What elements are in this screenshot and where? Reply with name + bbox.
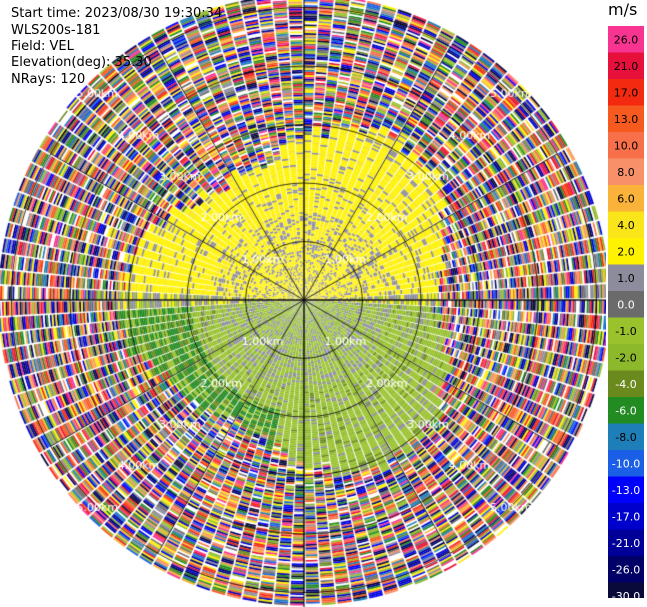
colorbar-tick-label: 6.0 — [617, 192, 635, 205]
colorbar-swatch — [608, 397, 644, 424]
colorbar-tick-label: -13.0 — [612, 484, 640, 497]
colorbar-tick-label: 8.0 — [617, 166, 635, 179]
colorbar-swatch — [608, 317, 644, 344]
colorbar-swatch — [608, 370, 644, 397]
colorbar-tick-label: 13.0 — [614, 113, 639, 126]
colorbar-swatch — [608, 185, 644, 212]
colorbar-swatch — [608, 264, 644, 291]
colorbar-swatch — [608, 503, 644, 530]
colorbar-tick-label: -17.0 — [612, 510, 640, 523]
colorbar-swatch — [608, 476, 644, 503]
colorbar-swatch — [608, 238, 644, 265]
colorbar-swatch — [608, 556, 644, 583]
instrument-label: WLS200s-181 — [11, 23, 101, 38]
colorbar-swatch — [608, 423, 644, 450]
colorbar-tick-label: -2.0 — [615, 351, 636, 364]
colorbar-swatch — [608, 291, 644, 318]
colorbar-tick-label: -30.0 — [612, 590, 640, 598]
colorbar-tick-label: -21.0 — [612, 537, 640, 550]
colorbar-tick-label: -26.0 — [612, 563, 640, 576]
colorbar-swatch — [608, 52, 644, 79]
colorbar-swatch — [608, 450, 644, 477]
elevation-label: Elevation(deg): 35.30 — [11, 55, 152, 70]
colorbar-tick-label: 17.0 — [614, 86, 639, 99]
colorbar-unit-label: m/s — [608, 0, 638, 19]
colorbar-tick-label: 0.0 — [617, 298, 635, 311]
colorbar-swatch — [608, 344, 644, 371]
colorbar-tick-label: -4.0 — [615, 378, 636, 391]
colorbar-tick-label: -8.0 — [615, 431, 636, 444]
colorbar-swatch — [608, 529, 644, 556]
colorbar-tick-label: -1.0 — [615, 325, 636, 338]
colorbar-swatch — [608, 582, 644, 598]
colorbar: 26.0 21.0 17.0 13.0 10.0 8.0 6.0 4.0 2.0 1.0 0.0 -1… — [608, 26, 644, 598]
colorbar-tick-label: 21.0 — [614, 60, 639, 73]
colorbar-swatch — [608, 211, 644, 238]
colorbar-swatch — [608, 158, 644, 185]
colorbar-tick-label: -6.0 — [615, 404, 636, 417]
colorbar-tick-label: 10.0 — [614, 139, 639, 152]
nrays-label: NRays: 120 — [11, 72, 86, 87]
colorbar-swatch — [608, 105, 644, 132]
colorbar-swatch — [608, 79, 644, 106]
colorbar-tick-label: 2.0 — [617, 245, 635, 258]
colorbar-tick-label: 26.0 — [614, 33, 639, 46]
field-label: Field: VEL — [11, 39, 74, 54]
colorbar-swatch — [608, 26, 644, 53]
colorbar-tick-label: 1.0 — [617, 272, 635, 285]
colorbar-tick-label: -10.0 — [612, 457, 640, 470]
colorbar-swatch — [608, 132, 644, 159]
colorbar-tick-label: 4.0 — [617, 219, 635, 232]
start-time-label: Start time: 2023/08/30 19:30:34 — [11, 6, 223, 21]
ppi-velocity-plot — [0, 0, 606, 607]
